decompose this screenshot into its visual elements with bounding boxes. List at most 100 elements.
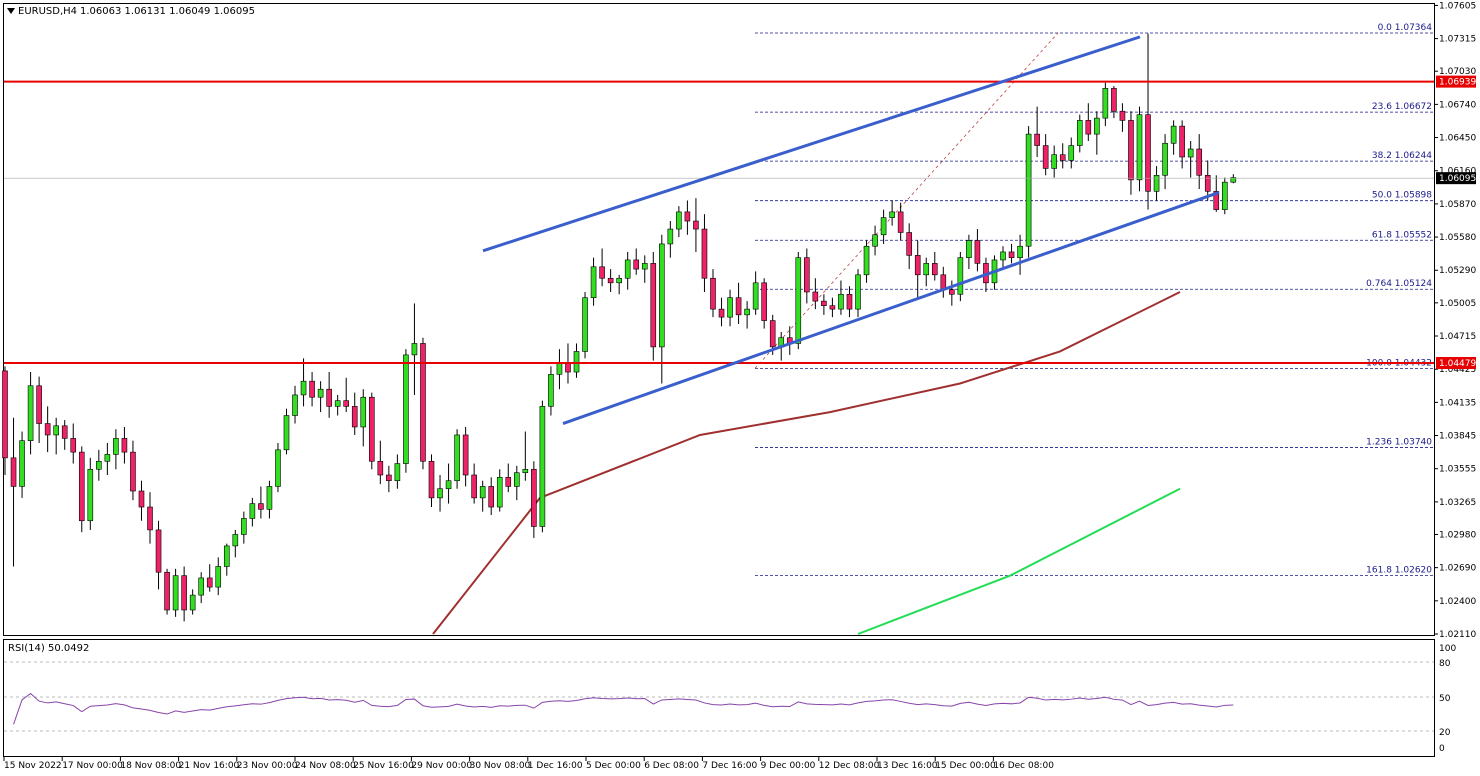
bearish-candle bbox=[1008, 251, 1015, 258]
bullish-candle bbox=[539, 406, 546, 527]
bullish-candle bbox=[667, 228, 674, 245]
rsi-level-80: 80 bbox=[1439, 659, 1451, 669]
bullish-candle bbox=[334, 400, 341, 407]
price-tick-label: 1.05580 bbox=[1439, 233, 1476, 243]
bullish-candle bbox=[275, 449, 281, 487]
bearish-candle bbox=[505, 476, 512, 487]
channel-lower-line bbox=[562, 191, 1220, 425]
bullish-candle bbox=[1102, 88, 1109, 119]
fib-level-label: 38.2 1.06244 bbox=[1372, 151, 1432, 161]
bullish-candle bbox=[1068, 145, 1075, 161]
bearish-candle bbox=[599, 266, 605, 279]
bullish-candle bbox=[590, 266, 597, 298]
bullish-candle bbox=[513, 472, 520, 487]
time-tick-label: 15 Nov 2022 bbox=[4, 761, 62, 771]
bullish-candle bbox=[454, 434, 460, 482]
bullish-candle bbox=[1051, 154, 1057, 169]
bullish-candle bbox=[479, 486, 486, 499]
bearish-candle bbox=[1034, 133, 1040, 146]
bearish-candle bbox=[931, 263, 938, 276]
rsi-level-0: 0 bbox=[1439, 744, 1445, 754]
bearish-candle bbox=[258, 503, 264, 510]
bullish-candle bbox=[53, 425, 59, 436]
bullish-candle bbox=[641, 263, 648, 270]
bullish-candle bbox=[872, 234, 878, 247]
bearish-candle bbox=[914, 255, 921, 276]
bearish-candle bbox=[761, 282, 767, 321]
rsi-axis: 100 80 50 20 0 bbox=[1439, 644, 1456, 754]
bearish-candle bbox=[804, 257, 810, 293]
price-tick-label: 1.02980 bbox=[1439, 530, 1476, 540]
bearish-candle bbox=[607, 277, 614, 284]
bullish-candle bbox=[198, 577, 204, 596]
bullish-candle bbox=[87, 468, 94, 522]
bullish-candle bbox=[360, 396, 367, 428]
bullish-candle bbox=[744, 308, 750, 316]
price-tick-label: 1.06160 bbox=[1439, 167, 1476, 177]
bearish-candle bbox=[1196, 148, 1202, 176]
bullish-candle bbox=[923, 263, 930, 276]
bearish-candle bbox=[701, 228, 708, 279]
price-tick-label: 1.07605 bbox=[1439, 1, 1476, 11]
bearish-candle bbox=[488, 486, 495, 508]
price-panel-frame bbox=[3, 3, 1435, 636]
bullish-candle bbox=[966, 240, 972, 258]
rsi-label: RSI(14) 50.0492 bbox=[8, 643, 89, 654]
symbol-dropdown-icon[interactable] bbox=[7, 8, 15, 14]
bullish-candle bbox=[573, 351, 580, 373]
bearish-candle bbox=[377, 460, 384, 476]
bullish-candle bbox=[292, 394, 298, 416]
bearish-candle bbox=[829, 305, 836, 310]
bearish-candle bbox=[351, 406, 358, 428]
time-tick-label: 23 Nov 00:00 bbox=[237, 761, 298, 771]
bearish-candle bbox=[846, 293, 853, 310]
bullish-candle bbox=[1017, 245, 1023, 258]
bullish-candle bbox=[676, 211, 682, 230]
bearish-candle bbox=[428, 460, 435, 499]
price-tick-label: 1.07030 bbox=[1439, 67, 1476, 77]
time-tick-label: 1 Dec 16:00 bbox=[528, 761, 583, 771]
time-tick-label: 5 Dec 00:00 bbox=[586, 761, 641, 771]
time-tick-label: 24 Nov 08:00 bbox=[295, 761, 356, 771]
bearish-candle bbox=[462, 434, 469, 476]
fib-level-label: 1.236 1.03740 bbox=[1366, 438, 1432, 448]
bearish-candle bbox=[1059, 154, 1066, 161]
bearish-candle bbox=[821, 300, 827, 307]
rsi-panel-frame bbox=[3, 639, 1435, 757]
bullish-candle bbox=[172, 575, 179, 611]
bullish-candle bbox=[1025, 133, 1032, 247]
ohlc-readout: 1.06063 1.06131 1.06049 1.06095 bbox=[80, 6, 255, 17]
bearish-candle bbox=[633, 259, 640, 270]
bearish-candle bbox=[309, 380, 315, 398]
bullish-candle bbox=[548, 374, 554, 407]
bearish-candle bbox=[1145, 114, 1151, 192]
bearish-candle bbox=[155, 529, 162, 573]
rsi-level-50: 50 bbox=[1439, 694, 1451, 704]
bullish-candle bbox=[582, 297, 588, 352]
bearish-candle bbox=[565, 362, 571, 373]
bearish-candle bbox=[10, 457, 17, 487]
bearish-candle bbox=[386, 474, 392, 482]
bullish-candle bbox=[880, 217, 887, 236]
bullish-candle bbox=[522, 468, 529, 474]
price-tick-label: 1.04425 bbox=[1439, 365, 1476, 375]
bearish-candle bbox=[164, 571, 170, 611]
price-tick-label: 1.06740 bbox=[1439, 100, 1476, 110]
bearish-candle bbox=[138, 490, 145, 508]
bullish-candle bbox=[838, 293, 844, 310]
bearish-candle bbox=[1179, 125, 1185, 158]
bullish-candle bbox=[232, 534, 239, 547]
bullish-candle bbox=[189, 594, 196, 611]
fib-level-label: 23.6 1.06672 bbox=[1372, 102, 1432, 112]
bullish-candle bbox=[403, 354, 409, 464]
time-tick-label: 17 Nov 00:00 bbox=[62, 761, 123, 771]
bullish-candle bbox=[394, 463, 401, 482]
price-tick-label: 1.02110 bbox=[1439, 630, 1476, 640]
bearish-candle bbox=[206, 577, 213, 588]
bullish-candle bbox=[249, 503, 256, 519]
time-tick-label: 6 Dec 08:00 bbox=[644, 761, 699, 771]
bullish-candle bbox=[1221, 181, 1228, 210]
price-tick-label: 1.03845 bbox=[1439, 432, 1476, 442]
bearish-candle bbox=[906, 232, 912, 256]
fib-level-label: 0.764 1.05124 bbox=[1366, 279, 1432, 289]
